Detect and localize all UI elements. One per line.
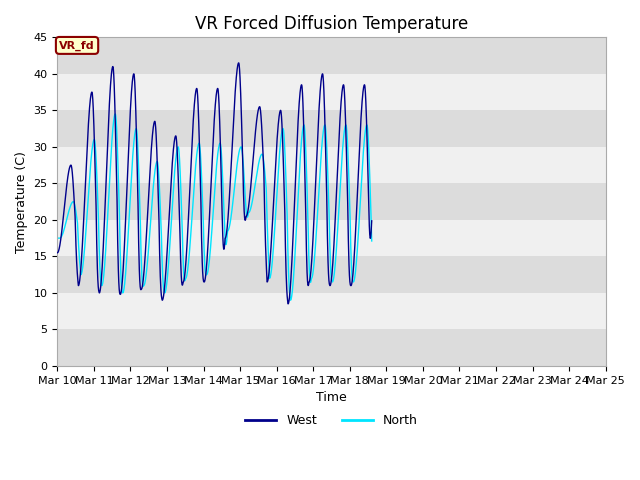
North [54,235,61,241]
Bar [58,110,605,147]
North [368,238,376,244]
North [116,235,124,241]
West [54,250,61,256]
North [287,297,294,303]
North [124,243,131,249]
North [111,111,119,117]
Bar [58,293,605,329]
West [262,249,269,255]
Bar [58,183,605,220]
Legend: West, North: West, North [240,409,423,432]
West [235,60,243,66]
West [124,176,131,181]
North [159,273,166,278]
X-axis label: Time: Time [316,391,347,404]
Bar [58,329,605,366]
Line: West: West [58,63,372,304]
West [284,301,292,307]
North [262,180,269,186]
Title: VR Forced Diffusion Temperature: VR Forced Diffusion Temperature [195,15,468,33]
North [303,187,311,192]
West [331,225,339,230]
Text: VR_fd: VR_fd [60,40,95,50]
Y-axis label: Temperature (C): Temperature (C) [15,151,28,252]
West [303,269,311,275]
Bar [58,220,605,256]
Line: North: North [58,114,372,300]
West [368,218,376,224]
Bar [58,256,605,293]
North [331,266,339,272]
West [116,290,124,296]
Bar [58,147,605,183]
Bar [58,37,605,74]
West [159,297,166,303]
Bar [58,74,605,110]
